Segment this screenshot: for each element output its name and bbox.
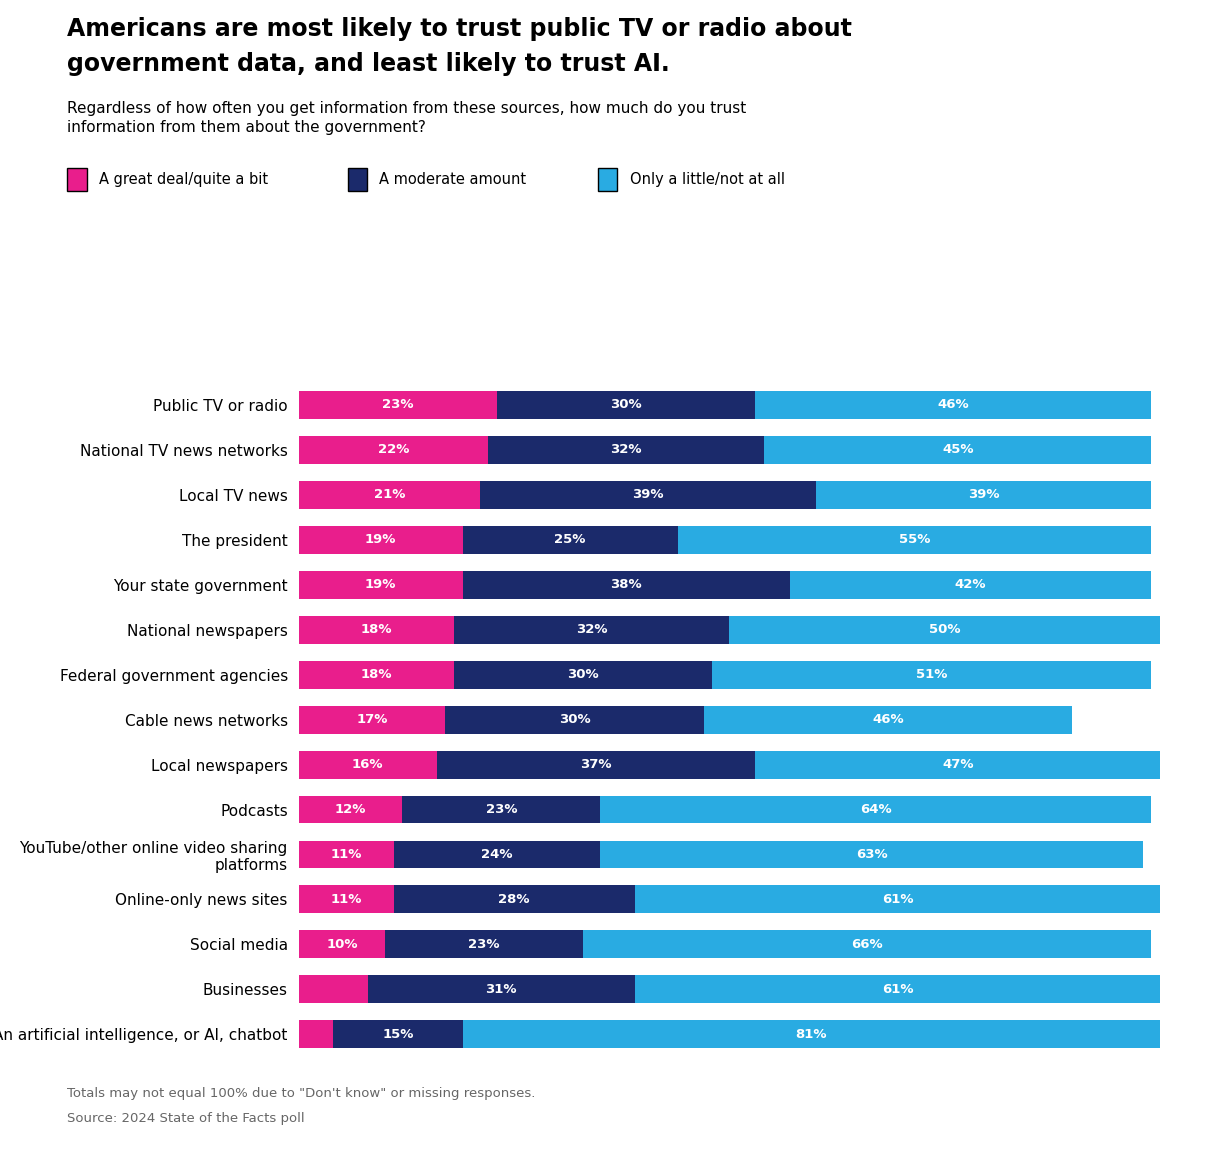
Text: 23%: 23% <box>468 938 500 951</box>
Text: 45%: 45% <box>942 444 974 457</box>
Text: 21%: 21% <box>373 488 405 502</box>
Text: 55%: 55% <box>899 533 931 547</box>
Bar <box>712 661 1152 689</box>
Bar <box>394 885 634 913</box>
Bar <box>299 571 462 599</box>
Text: 42%: 42% <box>955 578 986 591</box>
Text: 50%: 50% <box>930 623 960 636</box>
Text: 63%: 63% <box>855 849 887 861</box>
Bar <box>730 616 1160 644</box>
Bar <box>755 391 1152 418</box>
Text: 39%: 39% <box>967 488 999 502</box>
Text: 38%: 38% <box>610 578 642 591</box>
Bar <box>479 481 816 509</box>
Text: 18%: 18% <box>361 668 392 681</box>
Text: 46%: 46% <box>872 713 904 726</box>
Text: 16%: 16% <box>353 758 383 771</box>
Bar <box>462 1021 1160 1048</box>
Bar <box>583 931 1152 958</box>
Text: 24%: 24% <box>481 849 512 861</box>
Bar <box>816 481 1152 509</box>
Bar <box>299 840 394 868</box>
Text: 15%: 15% <box>382 1028 414 1040</box>
Bar <box>299 705 445 734</box>
Bar <box>634 885 1160 913</box>
Text: 10%: 10% <box>326 938 357 951</box>
Bar <box>488 436 764 464</box>
Bar <box>704 705 1072 734</box>
Bar <box>600 795 1152 823</box>
Bar <box>299 1021 333 1048</box>
Bar <box>437 750 755 778</box>
Bar <box>394 840 600 868</box>
Text: 30%: 30% <box>559 713 590 726</box>
Bar <box>299 391 497 418</box>
Bar <box>600 840 1143 868</box>
Bar <box>299 661 454 689</box>
Text: 61%: 61% <box>882 983 913 995</box>
Bar <box>678 526 1152 554</box>
Text: 25%: 25% <box>554 533 586 547</box>
Text: 37%: 37% <box>581 758 611 771</box>
Text: Regardless of how often you get information from these sources, how much do you : Regardless of how often you get informat… <box>67 101 747 135</box>
Text: Totals may not equal 100% due to "Don't know" or missing responses.: Totals may not equal 100% due to "Don't … <box>67 1087 536 1099</box>
Bar <box>367 976 634 1003</box>
Text: 19%: 19% <box>365 578 396 591</box>
Text: 30%: 30% <box>610 399 642 412</box>
Bar <box>789 571 1152 599</box>
Text: 30%: 30% <box>567 668 599 681</box>
Text: 51%: 51% <box>916 668 948 681</box>
Bar <box>386 931 583 958</box>
Text: 61%: 61% <box>882 892 913 906</box>
Text: 28%: 28% <box>499 892 529 906</box>
Text: 32%: 32% <box>576 623 608 636</box>
Bar <box>299 436 488 464</box>
Bar <box>299 526 462 554</box>
Bar <box>764 436 1152 464</box>
Text: A moderate amount: A moderate amount <box>379 172 527 186</box>
Bar <box>462 526 678 554</box>
Bar <box>403 795 600 823</box>
Text: 46%: 46% <box>938 399 969 412</box>
Bar <box>634 976 1160 1003</box>
Text: 47%: 47% <box>942 758 974 771</box>
Text: 12%: 12% <box>334 803 366 816</box>
Text: 32%: 32% <box>610 444 642 457</box>
Text: 18%: 18% <box>361 623 392 636</box>
Bar <box>299 481 479 509</box>
Bar <box>299 931 386 958</box>
Text: 81%: 81% <box>795 1028 827 1040</box>
Text: 22%: 22% <box>378 444 410 457</box>
Text: 11%: 11% <box>331 892 362 906</box>
Bar <box>299 885 394 913</box>
Text: 39%: 39% <box>632 488 664 502</box>
Text: 19%: 19% <box>365 533 396 547</box>
Bar <box>333 1021 462 1048</box>
Bar <box>462 571 789 599</box>
Text: 66%: 66% <box>852 938 883 951</box>
Bar <box>299 976 367 1003</box>
Bar <box>454 661 712 689</box>
Bar <box>299 750 437 778</box>
Bar <box>445 705 704 734</box>
Bar <box>755 750 1160 778</box>
Text: 23%: 23% <box>382 399 414 412</box>
Text: Source: 2024 State of the Facts poll: Source: 2024 State of the Facts poll <box>67 1112 305 1125</box>
Text: 23%: 23% <box>486 803 517 816</box>
Text: A great deal/quite a bit: A great deal/quite a bit <box>99 172 268 186</box>
Bar <box>299 616 454 644</box>
Text: Only a little/not at all: Only a little/not at all <box>630 172 784 186</box>
Text: Americans are most likely to trust public TV or radio about: Americans are most likely to trust publi… <box>67 17 852 42</box>
Bar <box>454 616 730 644</box>
Text: 31%: 31% <box>486 983 517 995</box>
Text: 64%: 64% <box>860 803 892 816</box>
Bar <box>299 795 403 823</box>
Bar <box>497 391 755 418</box>
Text: 17%: 17% <box>356 713 388 726</box>
Text: 11%: 11% <box>331 849 362 861</box>
Text: government data, and least likely to trust AI.: government data, and least likely to tru… <box>67 52 670 76</box>
